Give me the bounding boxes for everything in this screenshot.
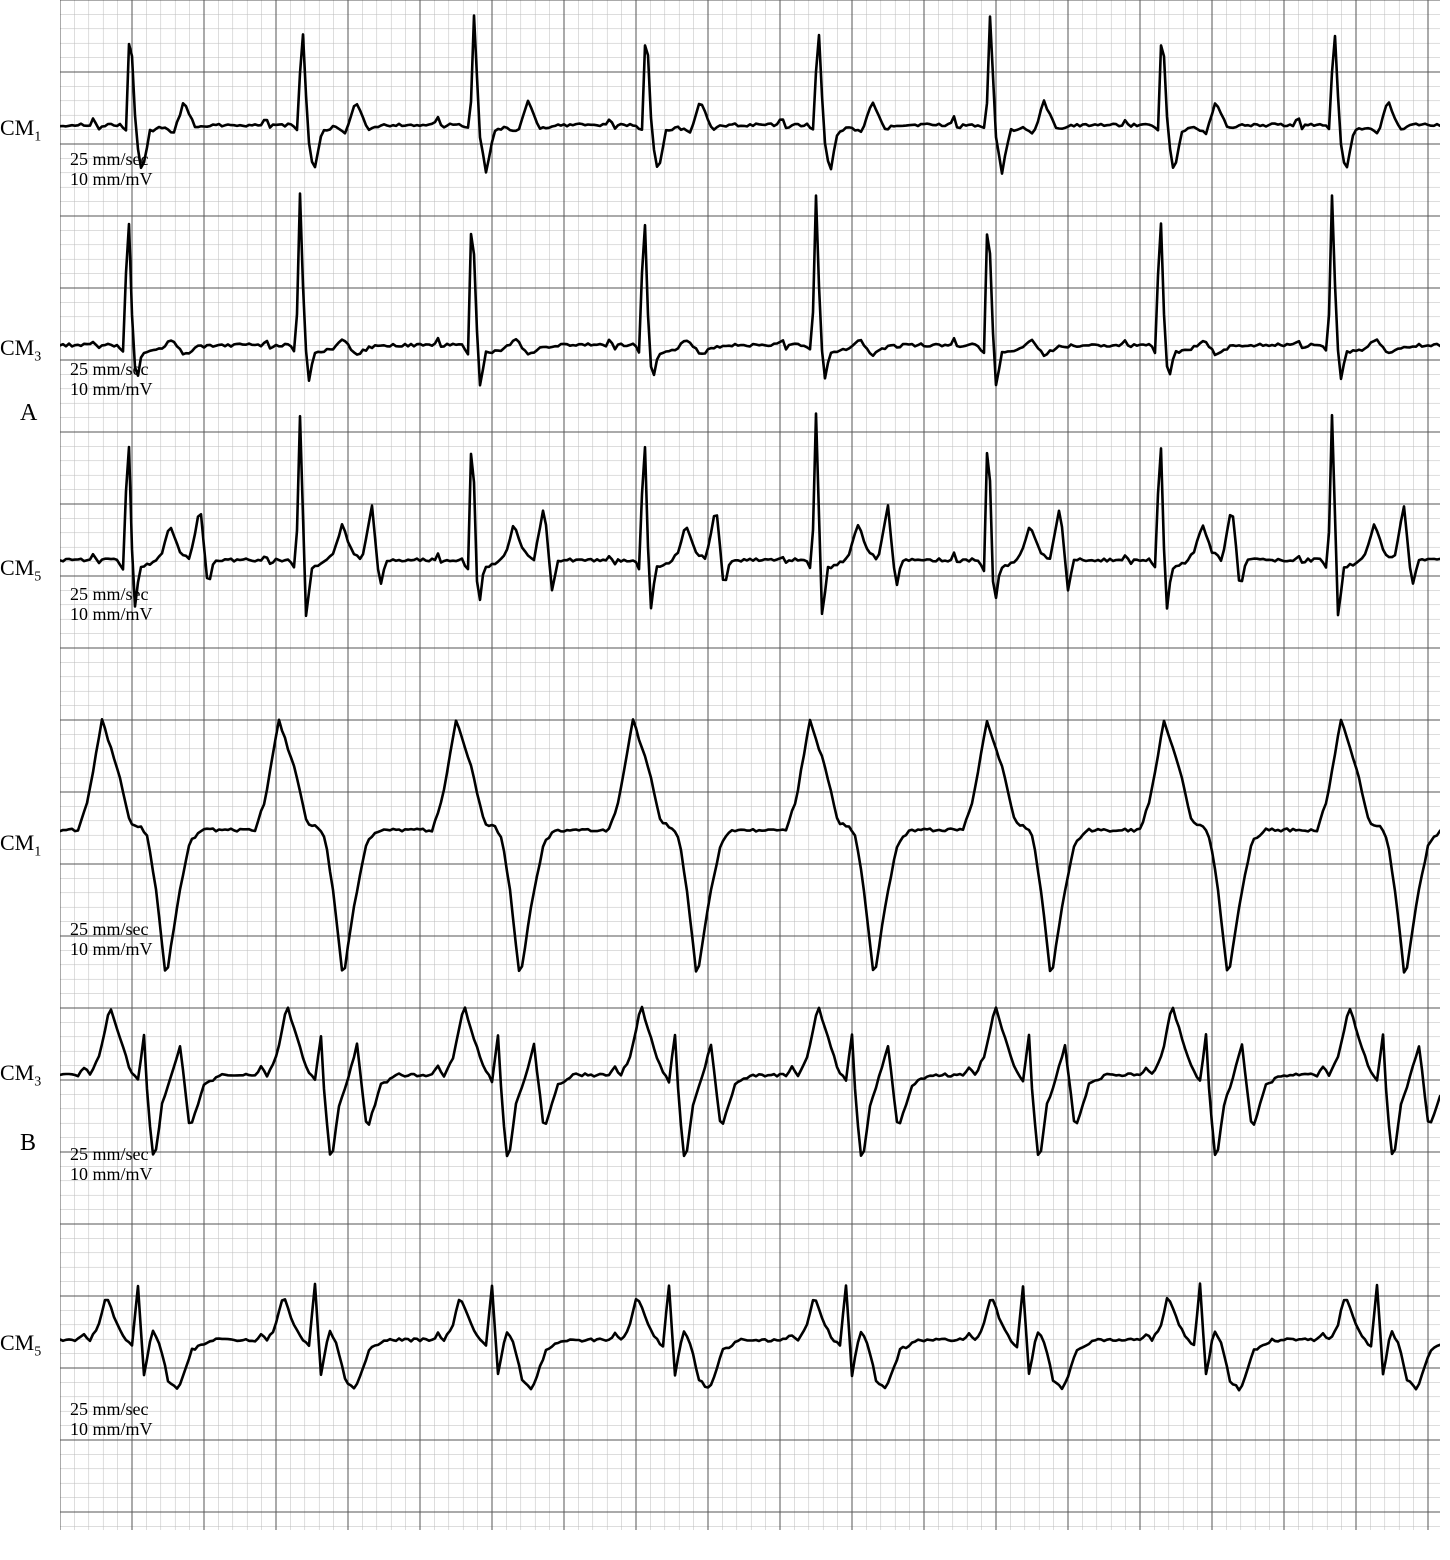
ecg-figure: A B CM1 CM3 CM5 CM1 CM3 CM5 25 mm/sec 10…	[0, 0, 1450, 1530]
lead-label-b-cm1: CM1	[0, 830, 41, 860]
lead-label-a-cm1: CM1	[0, 115, 41, 145]
trace-b-cm5	[60, 1120, 1440, 1560]
panel-a-label: A	[20, 400, 37, 427]
panel-b-label: B	[20, 1130, 36, 1157]
lead-label-a-cm3: CM3	[0, 335, 41, 365]
lead-label-a-cm5: CM5	[0, 555, 41, 585]
lead-label-b-cm3: CM3	[0, 1060, 41, 1090]
lead-label-b-cm5: CM5	[0, 1330, 41, 1360]
